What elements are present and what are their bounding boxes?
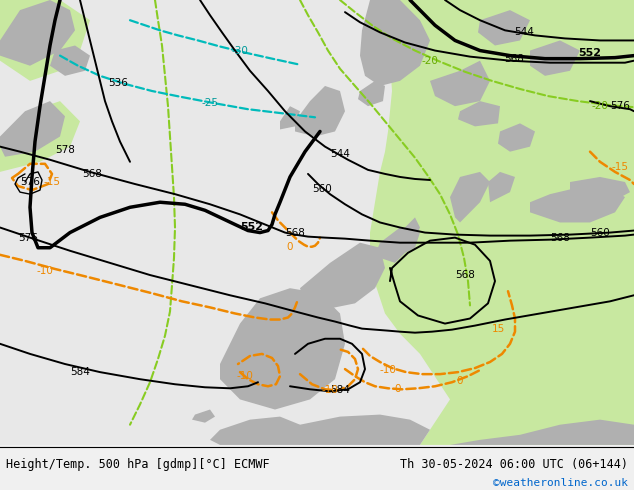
- Polygon shape: [280, 415, 430, 445]
- Polygon shape: [375, 227, 420, 258]
- Polygon shape: [458, 101, 500, 126]
- Polygon shape: [498, 123, 535, 152]
- Text: 576: 576: [18, 233, 38, 243]
- Text: -10: -10: [321, 385, 339, 395]
- Polygon shape: [192, 410, 215, 423]
- Polygon shape: [380, 218, 420, 263]
- Polygon shape: [530, 41, 580, 76]
- Text: 568: 568: [550, 233, 570, 243]
- Polygon shape: [0, 0, 75, 66]
- Text: 560: 560: [590, 227, 610, 238]
- Polygon shape: [478, 10, 530, 46]
- Text: 568: 568: [455, 270, 475, 280]
- Text: 576: 576: [20, 177, 40, 187]
- Text: 552: 552: [240, 221, 264, 231]
- Polygon shape: [300, 243, 385, 308]
- Polygon shape: [210, 416, 300, 445]
- Text: -20: -20: [592, 101, 609, 111]
- Polygon shape: [0, 101, 65, 157]
- Text: 0: 0: [456, 376, 463, 386]
- Text: Height/Temp. 500 hPa [gdmp][°C] ECMWF: Height/Temp. 500 hPa [gdmp][°C] ECMWF: [6, 458, 270, 470]
- Polygon shape: [370, 192, 475, 293]
- Polygon shape: [0, 0, 90, 81]
- Polygon shape: [420, 419, 634, 445]
- Text: 0: 0: [287, 242, 294, 252]
- Polygon shape: [488, 172, 515, 202]
- Polygon shape: [360, 0, 430, 86]
- Text: -10: -10: [236, 371, 254, 381]
- Polygon shape: [50, 46, 90, 76]
- Polygon shape: [220, 288, 345, 410]
- Polygon shape: [340, 0, 634, 445]
- Polygon shape: [420, 293, 634, 445]
- Polygon shape: [430, 61, 490, 106]
- Text: -10: -10: [37, 266, 53, 276]
- Text: 584: 584: [70, 367, 90, 377]
- Polygon shape: [450, 172, 490, 222]
- Text: 568: 568: [285, 227, 305, 238]
- Text: -15: -15: [44, 177, 60, 187]
- Text: 544: 544: [330, 148, 350, 159]
- Polygon shape: [295, 86, 345, 137]
- Text: 560: 560: [312, 184, 332, 194]
- Polygon shape: [0, 101, 80, 172]
- Text: 576: 576: [610, 101, 630, 111]
- Text: 544: 544: [514, 27, 534, 37]
- Polygon shape: [280, 106, 300, 129]
- Text: -20: -20: [422, 56, 439, 66]
- Text: 584: 584: [330, 385, 350, 395]
- Text: -25: -25: [202, 98, 219, 108]
- Text: -30: -30: [231, 46, 249, 55]
- Text: 536: 536: [108, 78, 128, 88]
- Text: 578: 578: [55, 145, 75, 155]
- Text: Th 30-05-2024 06:00 UTC (06+144): Th 30-05-2024 06:00 UTC (06+144): [399, 458, 628, 470]
- Text: -10: -10: [380, 365, 396, 375]
- Text: ©weatheronline.co.uk: ©weatheronline.co.uk: [493, 478, 628, 488]
- Text: 568: 568: [82, 169, 102, 179]
- Text: 0: 0: [395, 384, 401, 394]
- Text: 15: 15: [491, 323, 505, 334]
- Polygon shape: [0, 0, 634, 445]
- Polygon shape: [530, 187, 625, 222]
- Text: -15: -15: [612, 162, 628, 172]
- Text: 552: 552: [578, 48, 602, 58]
- Polygon shape: [358, 81, 385, 106]
- Text: 568: 568: [504, 53, 524, 64]
- Polygon shape: [570, 177, 630, 202]
